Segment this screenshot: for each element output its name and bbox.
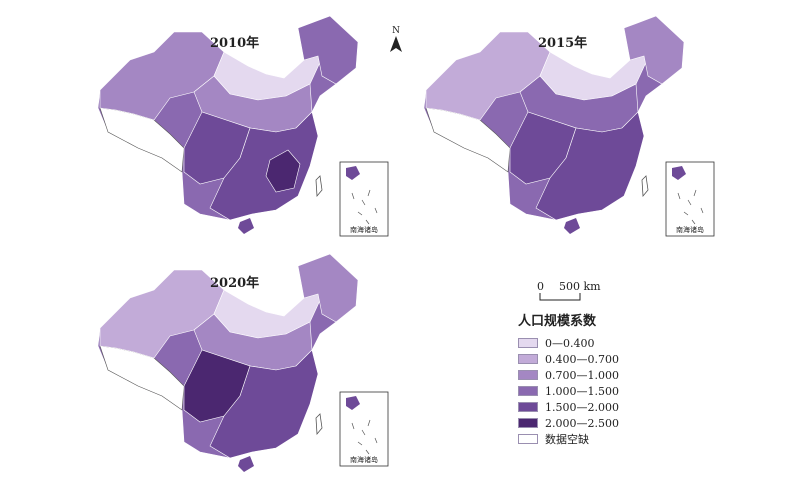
legend-swatch bbox=[518, 434, 538, 444]
region-northeast bbox=[297, 15, 359, 85]
legend-item: 0.700—1.000 bbox=[518, 367, 678, 383]
map-title-2010: 2010年 bbox=[210, 36, 260, 51]
legend-label: 1.500—2.000 bbox=[545, 400, 619, 414]
legend-item: 数据空缺 bbox=[518, 431, 678, 447]
map-2015: 南海诸岛 bbox=[423, 15, 715, 237]
region-northeast bbox=[623, 15, 685, 85]
legend-item: 1.000—1.500 bbox=[518, 383, 678, 399]
legend-title: 人口规模系数 bbox=[518, 314, 597, 329]
legend-item: 0—0.400 bbox=[518, 335, 678, 351]
legend-label: 0.400—0.700 bbox=[545, 352, 619, 366]
legend-label: 0—0.400 bbox=[545, 336, 595, 350]
legend-swatch bbox=[518, 370, 538, 380]
legend-item: 1.500—2.000 bbox=[518, 399, 678, 415]
south-sea-inset: 南海诸岛 bbox=[665, 161, 715, 237]
island-taiwan bbox=[641, 175, 649, 198]
map-title-2020: 2020年 bbox=[210, 276, 260, 291]
legend-label: 0.700—1.000 bbox=[545, 368, 619, 382]
island-hainan bbox=[238, 218, 254, 234]
scale-distance: 500 km bbox=[559, 280, 601, 293]
region-darkest bbox=[265, 149, 301, 193]
legend-swatch bbox=[518, 386, 538, 396]
region-south bbox=[209, 111, 319, 221]
legend-swatch bbox=[518, 418, 538, 428]
north-label: N bbox=[392, 26, 400, 36]
island-hainan bbox=[564, 218, 580, 234]
legend-label: 1.000—1.500 bbox=[545, 384, 619, 398]
region-south bbox=[209, 349, 319, 459]
inset-label: 南海诸岛 bbox=[350, 225, 378, 234]
region-northeast bbox=[297, 253, 359, 323]
inset-label: 南海诸岛 bbox=[350, 455, 378, 464]
scale-bar: 0 500 km bbox=[532, 280, 612, 302]
island-hainan bbox=[238, 456, 254, 472]
north-arrow-icon: N bbox=[390, 26, 402, 52]
island-taiwan bbox=[315, 175, 323, 198]
legend-item: 2.000—2.500 bbox=[518, 415, 678, 431]
legend-swatch bbox=[518, 354, 538, 364]
map-2010: 南海诸岛 bbox=[97, 15, 389, 237]
south-sea-inset: 南海诸岛 bbox=[339, 391, 389, 467]
south-sea-inset: 南海诸岛 bbox=[339, 161, 389, 237]
map-2020: 南海诸岛 bbox=[97, 253, 389, 472]
legend: 人口规模系数 0—0.400 0.400—0.700 0.700—1.000 1.00… bbox=[518, 310, 678, 447]
map-title-2015: 2015年 bbox=[538, 36, 588, 51]
legend-label: 数据空缺 bbox=[545, 433, 589, 446]
legend-item: 0.400—0.700 bbox=[518, 351, 678, 367]
inset-label: 南海诸岛 bbox=[676, 225, 704, 234]
island-taiwan bbox=[315, 413, 323, 436]
legend-swatch bbox=[518, 338, 538, 348]
legend-swatch bbox=[518, 402, 538, 412]
scale-zero: 0 bbox=[537, 280, 544, 293]
legend-label: 2.000—2.500 bbox=[545, 416, 619, 430]
region-south bbox=[535, 111, 645, 221]
